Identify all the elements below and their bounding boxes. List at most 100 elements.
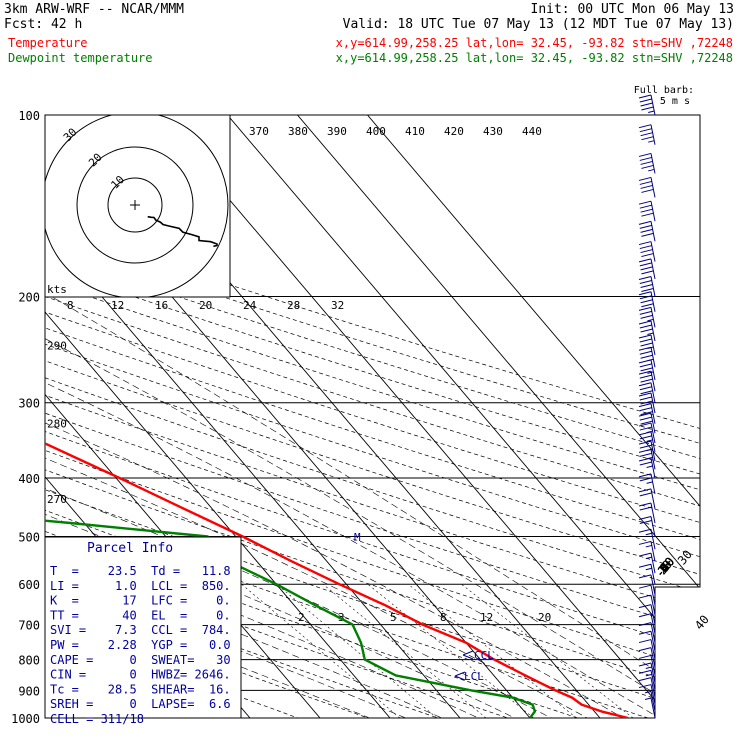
dry-adiabat <box>45 115 700 718</box>
theta-left-label: 290 <box>47 340 67 353</box>
dry-adiabat <box>45 115 689 718</box>
mixing-ratio-label: 5 <box>390 611 397 624</box>
wind-barb <box>638 412 656 434</box>
pressure-label: 500 <box>18 530 40 544</box>
wind-barb <box>638 563 656 585</box>
wind-barb <box>638 473 656 495</box>
pressure-label: 600 <box>18 578 40 592</box>
isotherm-line <box>45 115 391 718</box>
wind-barbs <box>638 94 656 719</box>
legend-temperature-label: Temperature <box>8 36 87 50</box>
wind-barb <box>638 594 656 616</box>
parcel-info-title: Parcel Info <box>87 541 173 556</box>
theta-top-label: 430 <box>483 125 503 138</box>
wind-barb <box>638 220 656 242</box>
dry-adiabat <box>45 115 700 718</box>
wind-barb <box>638 584 656 606</box>
temperature-profile <box>45 115 629 718</box>
wind-barb <box>638 306 656 328</box>
mixing-ratio-line <box>322 583 487 718</box>
theta-labels: 370 380 390 400 410 420 430 440 290 280 270 <box>47 125 542 506</box>
ccl-marker-label: CCL <box>474 649 494 662</box>
legend-dewpoint-info: x,y=614.99,258.25 lat,lon= 32.45, -93.82… <box>336 51 733 65</box>
lcl-arrow-icon <box>454 671 466 681</box>
lcl-marker-label: LCL <box>464 670 484 683</box>
pressure-label: 100 <box>18 109 40 123</box>
wind-barb <box>638 320 656 342</box>
sounding-profiles <box>45 115 629 718</box>
parcel-info-row: SREH = 0 LAPSE= 6.6 <box>50 697 231 711</box>
wind-barb <box>638 488 656 509</box>
wind-barb <box>638 334 656 356</box>
hodograph-trace <box>147 215 218 248</box>
isotherm-label: 40 <box>692 612 712 632</box>
mixing-ratio-line <box>461 583 634 718</box>
wind-barb <box>638 94 656 116</box>
parcel-info-row: SVI = 7.3 CCL = 784. <box>50 623 231 637</box>
pressure-axis-labels: 100 200 300 400 500 600 700 800 900 1000 <box>11 109 40 726</box>
hodograph-center-icon <box>130 200 140 210</box>
parcel-info-row: LI = 1.0 LCL = 850. <box>50 579 231 593</box>
isotherm-line <box>227 115 700 718</box>
wind-barb <box>644 697 656 719</box>
level-markers: CCL LCL M <box>354 531 494 683</box>
wind-barb <box>638 457 656 479</box>
wind-barb <box>638 431 656 452</box>
dry-adiabat <box>45 115 700 718</box>
dry-adiabat <box>45 115 700 718</box>
header-forecast-hour: Fcst: 42 h <box>4 17 82 32</box>
dry-adiabat <box>45 115 700 718</box>
parcel-info-box: Parcel Info T = 23.5 Td = 11.8LI = 1.0 L… <box>44 536 242 726</box>
theta-top-label: 390 <box>327 125 347 138</box>
isotherm-line <box>45 115 461 718</box>
wind-barb <box>638 654 656 676</box>
theta-top-label: 400 <box>366 125 386 138</box>
theta-top-label: 440 <box>522 125 542 138</box>
kts-scale-label: 16 <box>155 299 168 312</box>
mixing-ratio-label: 12 <box>480 611 493 624</box>
pressure-label: 800 <box>18 654 40 668</box>
header-init-time: Init: 00 UTC Mon 06 May 13 <box>531 2 735 17</box>
parcel-info-row: Tc = 28.5 SHEAR= 16. <box>50 682 231 696</box>
theta-top-label: 370 <box>249 125 269 138</box>
wind-barb <box>638 515 656 537</box>
header-valid-time: Valid: 18 UTC Tue 07 May 13 (12 MDT Tue … <box>343 17 734 32</box>
pressure-label: 400 <box>18 472 40 486</box>
mixing-ratio-label: 8 <box>440 611 447 624</box>
wind-barb <box>638 392 656 414</box>
mixing-ratio-line <box>241 583 401 718</box>
dry-adiabat <box>45 115 700 718</box>
mixing-ratio-label: 20 <box>538 611 551 624</box>
parcel-info-frame <box>44 536 242 719</box>
kts-scale-label: 24 <box>243 299 257 312</box>
wind-barb <box>638 630 656 652</box>
hodograph-ring <box>45 115 229 297</box>
pressure-label: 700 <box>18 619 40 633</box>
pressure-label: 1000 <box>11 712 40 726</box>
wind-barb <box>638 152 656 174</box>
isotherm-line <box>157 115 671 718</box>
isotherm-line <box>367 115 700 718</box>
pressure-label: 300 <box>18 397 40 411</box>
dewpoint-profile <box>45 115 537 718</box>
wind-barb <box>638 291 656 312</box>
kts-unit-label: kts <box>47 283 67 296</box>
mixing-ratio-label: 2 <box>298 611 305 624</box>
moist-adiabat <box>45 296 682 718</box>
wind-barb <box>638 669 656 691</box>
header-model-title: 3km ARW-WRF -- NCAR/MMM <box>4 2 184 17</box>
wind-barb <box>638 200 656 222</box>
wind-barb <box>638 370 656 392</box>
wind-barb <box>644 690 656 712</box>
wind-barb <box>638 540 656 562</box>
wind-barb <box>638 604 656 625</box>
moist-adiabat <box>45 296 402 718</box>
hodograph-ring <box>76 146 194 264</box>
parcel-info-row: TT = 40 EL = 0. <box>50 608 231 622</box>
parcel-info-row: CIN = 0 HWBZ= 2646. <box>50 668 231 682</box>
kts-scale-label: 32 <box>331 299 344 312</box>
parcel-info-row: T = 23.5 Td = 11.8 <box>50 564 231 578</box>
